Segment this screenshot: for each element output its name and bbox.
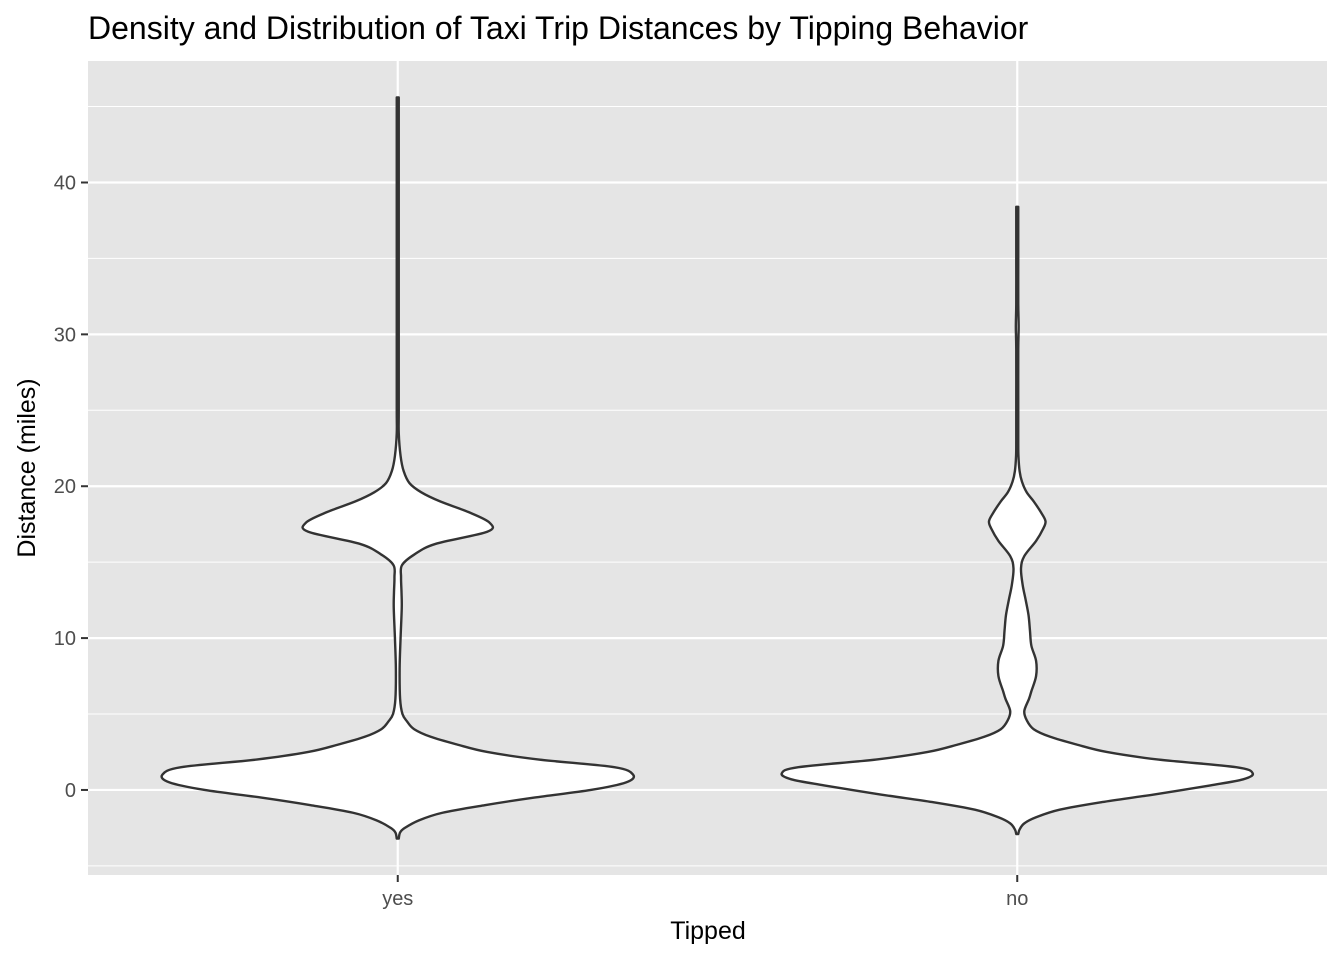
y-tick-label-3: 30 bbox=[54, 324, 76, 346]
y-tick-label-0: 0 bbox=[65, 780, 76, 802]
y-tick-label-1: 10 bbox=[54, 628, 76, 650]
y-tick-label-4: 40 bbox=[54, 172, 76, 194]
y-axis: 0 10 20 30 40 bbox=[54, 172, 88, 802]
violin-yes bbox=[160, 96, 636, 840]
chart-title: Density and Distribution of Taxi Trip Di… bbox=[88, 10, 1029, 46]
y-tick-label-2: 20 bbox=[54, 476, 76, 498]
violin-layer bbox=[160, 96, 1255, 840]
plot-panel bbox=[88, 61, 1327, 875]
violin-no bbox=[780, 205, 1255, 836]
x-axis: yes no bbox=[382, 875, 1028, 910]
y-axis-title: Distance (miles) bbox=[13, 378, 41, 557]
x-tick-label-1: no bbox=[1006, 888, 1028, 910]
x-axis-title: Tipped bbox=[670, 917, 746, 945]
x-tick-label-0: yes bbox=[382, 888, 413, 910]
